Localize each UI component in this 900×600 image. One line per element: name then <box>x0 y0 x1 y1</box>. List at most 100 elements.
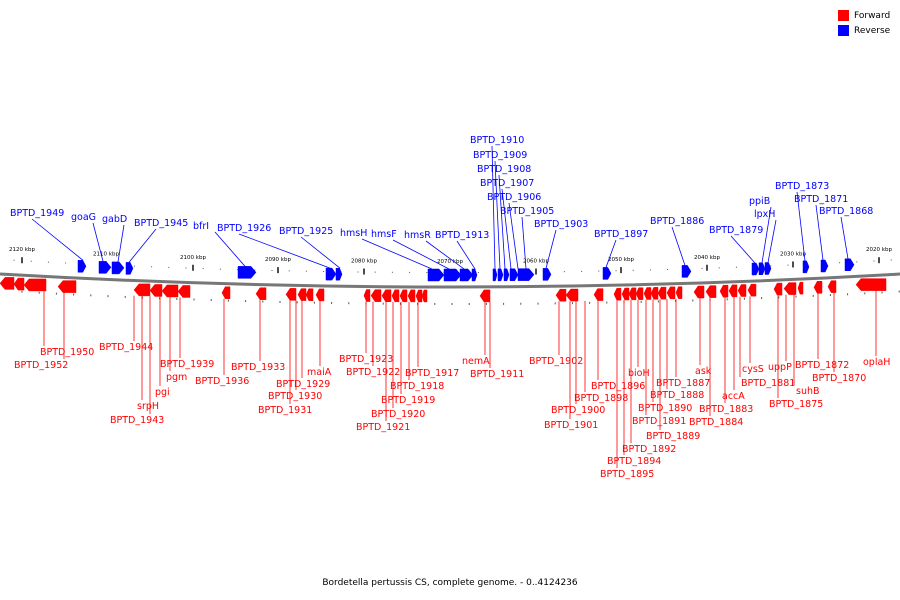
forward-gene-arrow <box>797 281 804 295</box>
reverse-gene-arrow <box>471 268 478 282</box>
forward-gene-arrow <box>621 287 630 301</box>
forward-gene-label: BPTD_1902 <box>529 356 583 367</box>
forward-gene-arrow <box>407 289 416 303</box>
forward-gene-label: BPTD_1890 <box>638 403 692 414</box>
reverse-gene-arrow <box>335 267 343 281</box>
reverse-gene-arrow <box>492 268 498 282</box>
forward-gene-label: BPTD_1921 <box>356 422 410 433</box>
reverse-leader-line <box>605 239 617 268</box>
legend-reverse: Reverse <box>838 23 890 38</box>
reverse-leader-line <box>92 222 104 262</box>
reverse-gene-label: BPTD_1925 <box>279 226 333 237</box>
forward-gene-label: BPTD_1898 <box>574 393 628 404</box>
forward-gene-label: BPTD_1931 <box>258 405 312 416</box>
reverse-gene-label: goaG <box>71 212 96 223</box>
reverse-leader-line <box>796 191 806 261</box>
reverse-leader-line <box>117 224 125 262</box>
forward-gene-arrow <box>57 280 77 293</box>
forward-gene-label: maiA <box>307 367 332 378</box>
scale-tick-label: 2050 kbp <box>608 257 634 263</box>
forward-gene-label: uppP <box>768 362 792 373</box>
reverse-gene-label: hmsH <box>340 228 367 239</box>
forward-gene-arrow <box>747 283 757 297</box>
forward-gene-label: BPTD_1920 <box>371 409 425 420</box>
forward-gene-arrow <box>0 277 15 290</box>
forward-gene-label: BPTD_1923 <box>339 354 393 365</box>
reverse-features <box>77 258 855 282</box>
forward-gene-label: ask <box>695 366 712 377</box>
forward-gene-arrow <box>643 287 652 300</box>
forward-gene-arrow <box>149 284 163 297</box>
reverse-gene-arrow <box>602 267 612 280</box>
reverse-leader-line <box>671 226 686 266</box>
scale-tick-label: 2020 kbp <box>866 247 892 253</box>
forward-gene-arrow <box>315 288 325 302</box>
forward-gene-arrow <box>177 285 191 298</box>
scale-tick-label: 2070 kbp <box>437 259 463 265</box>
forward-gene-labels: BPTD_1950 BPTD_1952 BPTD_1944 srpH BPTD_1943… <box>14 290 890 480</box>
reverse-leader-line <box>494 160 501 269</box>
reverse-gene-arrow <box>427 268 445 282</box>
reverse-gene-label: BPTD_1909 <box>473 150 527 161</box>
legend-reverse-swatch <box>838 25 849 36</box>
forward-gene-label: BPTD_1943 <box>110 415 164 426</box>
reverse-leader-line <box>456 240 476 270</box>
reverse-gene-arrow <box>802 260 810 274</box>
reverse-gene-label: BPTD_1871 <box>794 194 848 205</box>
reverse-leader-line <box>214 231 246 267</box>
forward-gene-label: BPTD_1930 <box>268 391 322 402</box>
reverse-gene-label: BPTD_1945 <box>134 218 188 229</box>
reverse-gene-label: BPTD_1908 <box>477 164 531 175</box>
forward-gene-arrow <box>693 285 705 299</box>
forward-gene-label: BPTD_1888 <box>650 390 704 401</box>
forward-gene-label: BPTD_1884 <box>689 417 743 428</box>
reverse-gene-label: BPTD_1886 <box>650 216 704 227</box>
reverse-gene-label: BPTD_1897 <box>594 229 648 240</box>
forward-gene-arrow <box>415 289 423 303</box>
forward-gene-arrow <box>13 277 25 291</box>
forward-gene-arrow <box>391 289 400 303</box>
reverse-gene-arrow <box>325 267 337 281</box>
reverse-leader-line <box>300 236 341 269</box>
reverse-gene-arrow <box>77 260 87 273</box>
reverse-gene-arrow <box>111 261 125 275</box>
forward-gene-arrow <box>221 286 231 300</box>
reverse-leader-line <box>761 206 772 263</box>
forward-gene-label: BPTD_1901 <box>544 420 598 431</box>
reverse-gene-label: BPTD_1873 <box>775 181 829 192</box>
forward-gene-arrow <box>719 284 729 298</box>
forward-gene-label: BPTD_1922 <box>346 367 400 378</box>
forward-gene-label: BPTD_1875 <box>769 399 823 410</box>
forward-gene-arrow <box>593 288 604 301</box>
forward-gene-arrow <box>650 287 659 300</box>
reverse-gene-arrow <box>681 265 692 278</box>
forward-gene-label: BPTD_1872 <box>795 360 849 371</box>
reverse-leader-line <box>767 219 777 263</box>
reverse-gene-label: BPTD_1913 <box>435 230 489 241</box>
reverse-gene-label: gabD <box>102 214 127 225</box>
reverse-gene-label: BPTD_1903 <box>534 219 588 230</box>
forward-gene-label: oplaH <box>863 357 890 368</box>
reverse-leader-line <box>425 240 465 270</box>
forward-gene-label: accA <box>722 391 745 402</box>
forward-gene-label: BPTD_1950 <box>40 347 94 358</box>
reverse-gene-label: hmsF <box>371 229 397 240</box>
forward-gene-arrow <box>827 280 837 293</box>
reverse-gene-arrow <box>497 268 504 282</box>
reverse-gene-label: BPTD_1910 <box>470 135 524 146</box>
scale-tick-label: 2060 kbp <box>523 259 549 265</box>
legend-reverse-label: Reverse <box>854 25 891 36</box>
forward-gene-label: BPTD_1896 <box>591 381 645 392</box>
forward-gene-label: BPTD_1936 <box>195 376 249 387</box>
forward-gene-arrow <box>381 289 392 302</box>
reverse-gene-labels: BPTD_1949 goaG gabD BPTD_1945 bfrI BPTD_1926 B… <box>10 135 873 270</box>
scale-tick-label: 2100 kbp <box>180 255 206 261</box>
scale-tick-label: 2080 kbp <box>351 259 377 265</box>
reverse-gene-arrow <box>751 262 760 276</box>
reverse-gene-label: hmsR <box>404 230 431 241</box>
forward-gene-label: BPTD_1933 <box>231 362 285 373</box>
genome-backbone <box>0 272 900 289</box>
forward-gene-label: suhB <box>796 386 820 397</box>
forward-gene-label: srpH <box>137 401 159 412</box>
